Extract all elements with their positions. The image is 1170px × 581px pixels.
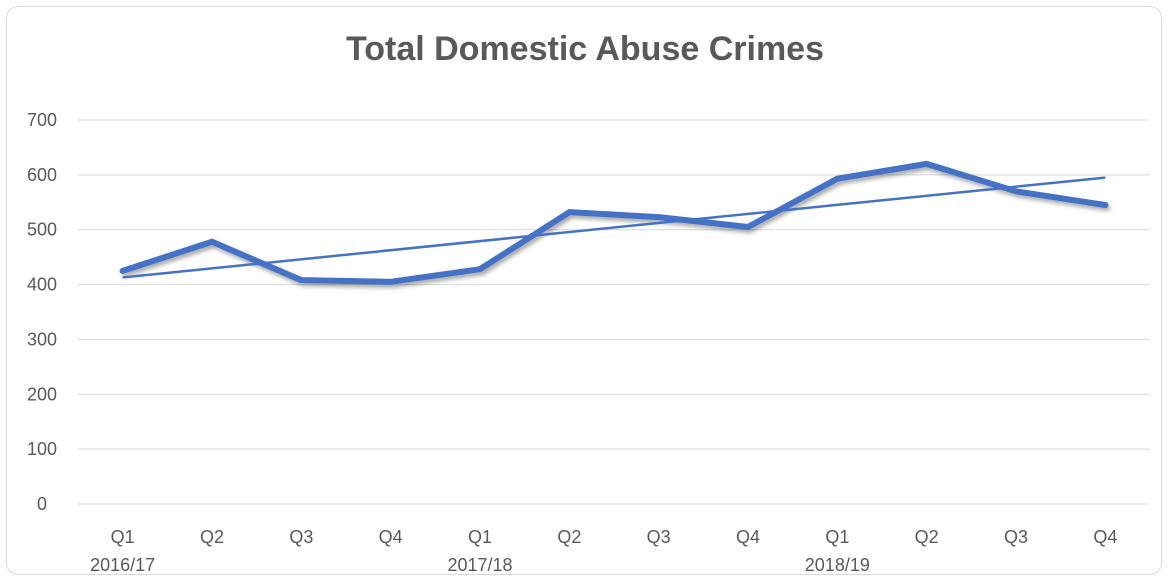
y-tick-label: 0: [37, 494, 47, 514]
y-tick-label: 100: [27, 439, 57, 459]
data-point: [1013, 188, 1019, 195]
x-tick-label: Q2: [557, 527, 581, 547]
data-point: [477, 266, 483, 273]
data-point: [923, 160, 930, 167]
data-point: [209, 238, 215, 245]
y-tick-label: 400: [27, 275, 57, 295]
x-tick-label: Q1: [825, 527, 849, 547]
data-point: [119, 267, 126, 274]
x-tick-label: Q1: [468, 527, 492, 547]
x-axis: Q1 Q2 Q3 Q4 Q1 Q2 Q3 Q4 Q1 Q2 Q3 Q4 2016/17 2017/18 20…: [90, 527, 1117, 575]
x-tick-label: Q2: [915, 527, 939, 547]
data-point: [298, 277, 305, 284]
data-point: [566, 209, 573, 216]
data-point: [745, 223, 751, 230]
x-tick-label: Q3: [289, 527, 313, 547]
series-line: [119, 160, 1109, 285]
x-tick-label: Q3: [1004, 527, 1028, 547]
y-tick-label: 300: [27, 329, 57, 349]
y-tick-label: 700: [27, 110, 57, 130]
chart-frame: [6, 6, 1162, 575]
y-axis: 0 100 200 300 400 500 600 700: [27, 110, 57, 514]
y-tick-label: 500: [27, 220, 57, 240]
x-tick-label: Q4: [736, 527, 760, 547]
gridlines: [78, 119, 1150, 505]
x-group-label: 2017/18: [447, 555, 512, 575]
data-point: [1102, 202, 1109, 209]
x-group-label: 2016/17: [90, 555, 155, 575]
y-tick-label: 200: [27, 384, 57, 404]
data-point: [655, 214, 662, 221]
x-tick-label: Q1: [111, 527, 135, 547]
x-tick-label: Q3: [647, 527, 671, 547]
data-point: [387, 278, 394, 285]
trendline: [122, 176, 1106, 279]
x-tick-label: Q4: [1093, 527, 1117, 547]
series: [119, 160, 1109, 285]
data-point: [834, 175, 841, 182]
x-tick-label: Q4: [379, 527, 403, 547]
x-group-label: 2018/19: [805, 555, 870, 575]
y-tick-label: 600: [27, 165, 57, 185]
x-tick-label: Q2: [200, 527, 224, 547]
chart-title: Total Domestic Abuse Crimes: [345, 30, 824, 68]
